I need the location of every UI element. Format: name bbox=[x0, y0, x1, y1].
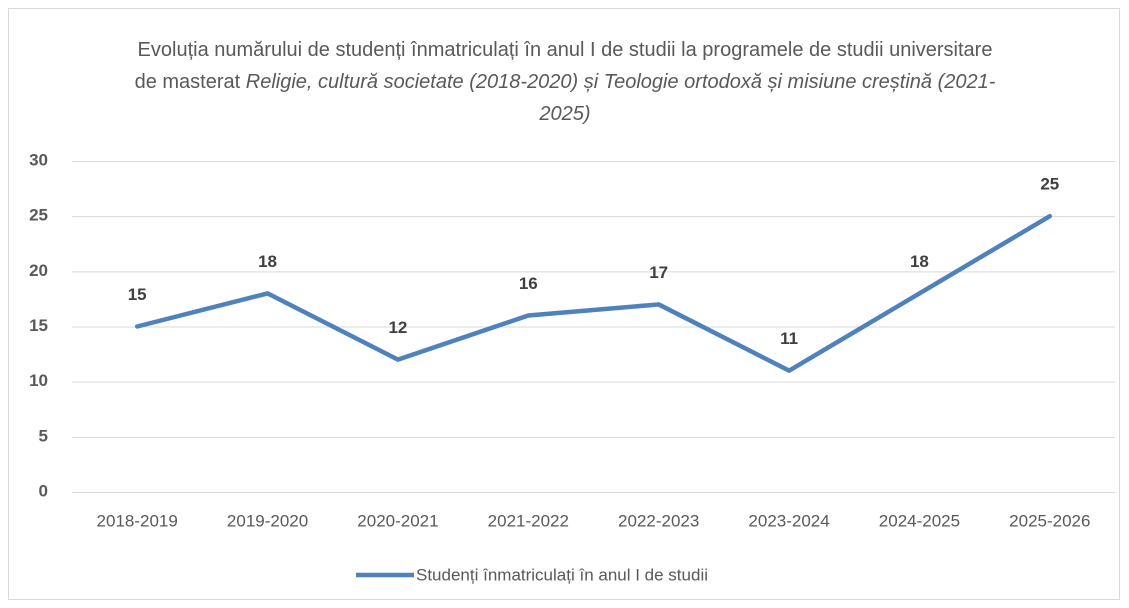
data-label: 17 bbox=[649, 263, 668, 282]
data-label: 15 bbox=[128, 285, 147, 304]
data-label: 18 bbox=[910, 252, 929, 271]
data-label: 25 bbox=[1040, 175, 1059, 194]
x-tick-label: 2020-2021 bbox=[357, 511, 438, 530]
y-tick-label: 25 bbox=[29, 206, 48, 225]
y-tick-label: 20 bbox=[29, 261, 48, 280]
y-tick-label: 30 bbox=[29, 150, 48, 169]
data-label: 18 bbox=[258, 252, 277, 271]
x-tick-label: 2023-2024 bbox=[748, 511, 829, 530]
x-tick-label: 2025-2026 bbox=[1009, 511, 1090, 530]
y-tick-label: 0 bbox=[39, 481, 48, 500]
y-tick-label: 10 bbox=[29, 371, 48, 390]
data-line bbox=[134, 213, 1053, 373]
x-tick-label: 2022-2023 bbox=[618, 511, 699, 530]
x-tick-label: 2019-2020 bbox=[227, 511, 308, 530]
x-tick-label: 2021-2022 bbox=[488, 511, 569, 530]
x-tick-label: 2024-2025 bbox=[879, 511, 960, 530]
title-regular: Evoluția numărului de studenți înmatricu… bbox=[134, 39, 993, 93]
data-label: 11 bbox=[780, 329, 798, 348]
legend-label: Studenți înmatriculați în anul I de stud… bbox=[416, 565, 708, 584]
chart-border bbox=[8, 8, 1120, 600]
y-tick-label: 5 bbox=[39, 426, 48, 445]
chart-title: Evoluția numărului de studenți înmatricu… bbox=[130, 34, 1000, 130]
title-italic: Religie, cultură societate (2018-2020) ș… bbox=[245, 71, 996, 125]
data-label: 12 bbox=[388, 318, 407, 337]
data-label: 16 bbox=[519, 274, 538, 293]
y-tick-label: 15 bbox=[29, 316, 48, 335]
x-tick-label: 2018-2019 bbox=[97, 511, 178, 530]
